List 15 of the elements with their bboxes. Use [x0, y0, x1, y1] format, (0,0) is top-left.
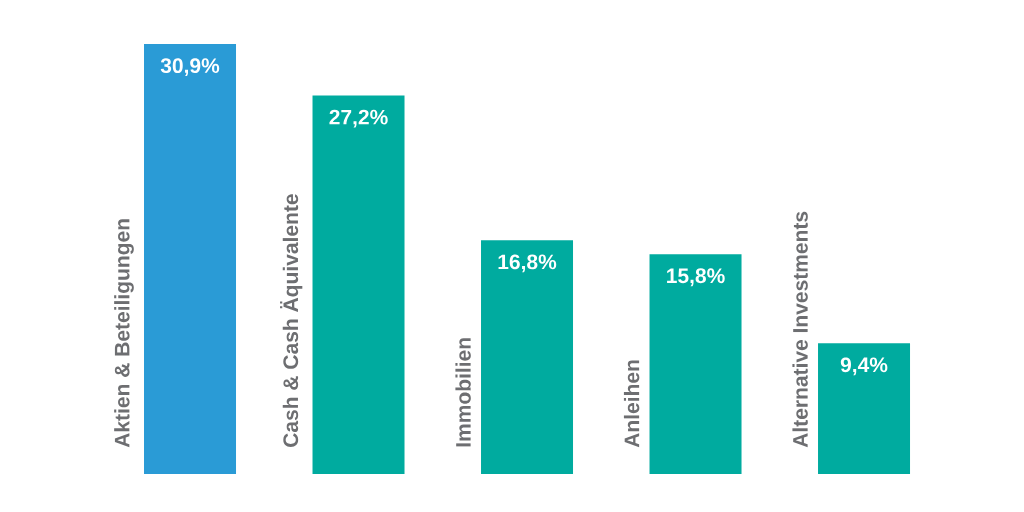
x-tick-label: Cash & Cash Äquivalente — [280, 194, 303, 447]
x-tick-label: Anleihen — [623, 360, 640, 448]
bar — [649, 254, 742, 474]
bar — [144, 44, 237, 474]
x-tick-label: Immobilien — [455, 338, 471, 447]
x-tick-label: Alternative Investments — [792, 211, 808, 448]
data-label: 30,9% — [160, 58, 220, 77]
bar — [312, 95, 405, 474]
data-label: 9,4% — [840, 357, 888, 376]
data-label: 27,2% — [329, 109, 388, 128]
data-label: 16,8% — [498, 254, 557, 273]
bar — [818, 343, 911, 474]
bar — [481, 240, 574, 474]
data-label: 15,8% — [667, 268, 725, 287]
x-tick-label: Aktien & Beteiligungen — [114, 219, 134, 448]
